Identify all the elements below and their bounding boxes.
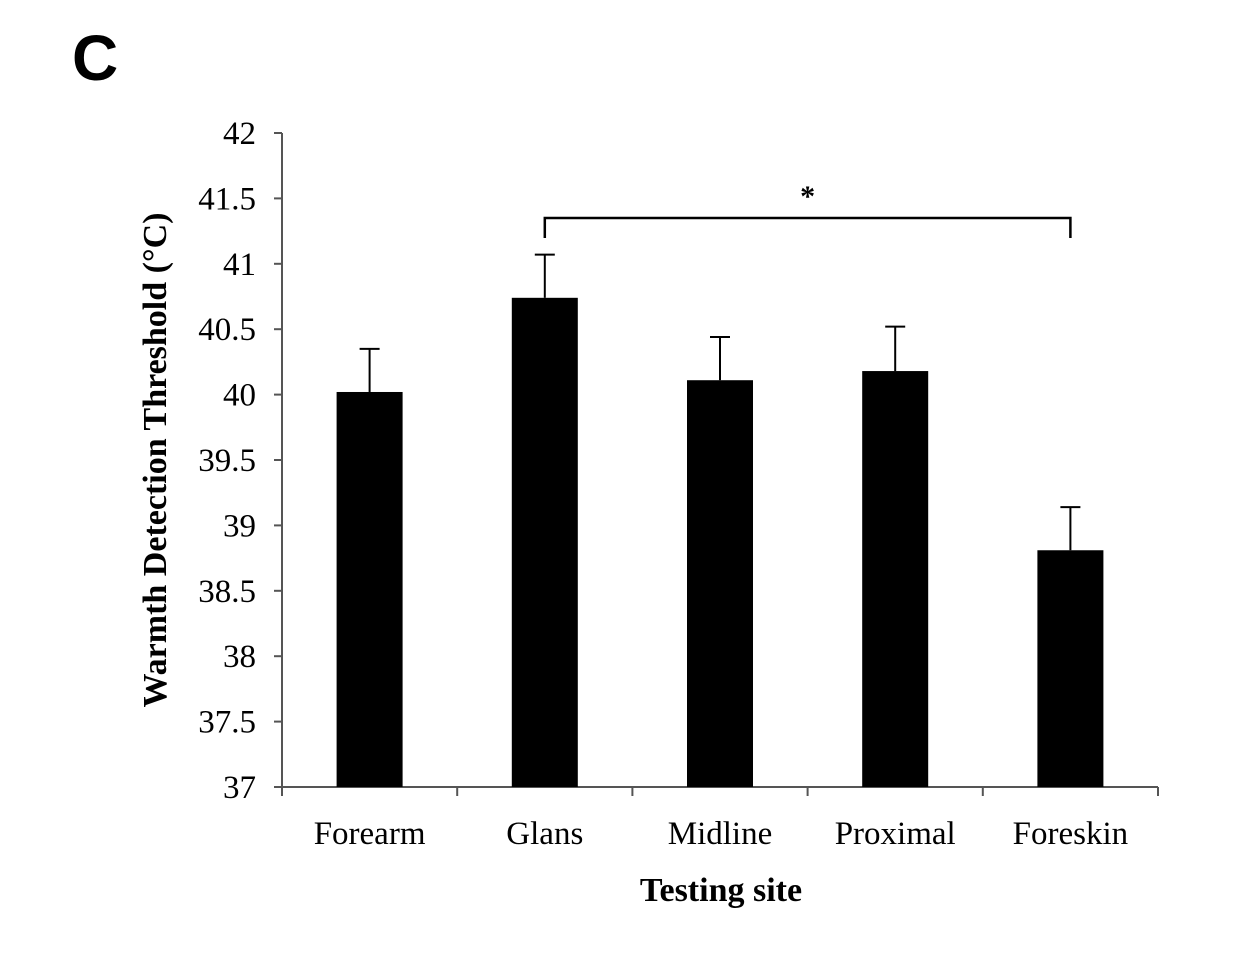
- y-tick-label: 41: [223, 247, 256, 283]
- bar-forearm: [336, 391, 403, 787]
- y-tick-label: 38.5: [198, 574, 256, 610]
- y-tick-label: 41.5: [198, 181, 256, 217]
- y-tick-label: 37.5: [198, 705, 256, 741]
- y-tick-label: 42: [223, 116, 256, 152]
- y-tick-label: 40.5: [198, 312, 256, 348]
- y-axis-title: Warmth Detection Threshold (°C): [137, 213, 174, 708]
- bar-midline: [687, 380, 753, 787]
- x-tick-label: Forearm: [314, 816, 426, 852]
- y-tick-label: 40: [223, 378, 256, 414]
- bar-glans: [511, 297, 578, 787]
- x-axis-title: Testing site: [640, 872, 802, 909]
- bar-proximal: [862, 371, 929, 787]
- bar-foreskin: [1037, 550, 1104, 787]
- significance-label: *: [800, 180, 815, 213]
- y-tick-label: 39: [223, 508, 256, 544]
- x-tick-label: Glans: [506, 816, 583, 852]
- plot-area: 37 37.5 38 38.5 39 39.5 40 40.5 41 41.5 42 Forearm G…: [198, 116, 1159, 852]
- y-tick-label: 37: [223, 770, 256, 806]
- significance-bracket: [543, 216, 1072, 239]
- y-tick-label: 38: [223, 639, 256, 675]
- x-tick-label: Foreskin: [1013, 816, 1129, 852]
- x-tick-label: Proximal: [835, 816, 956, 852]
- y-tick-label: 39.5: [198, 443, 256, 479]
- x-tick-label: Midline: [668, 816, 773, 852]
- panel-label: C: [72, 22, 118, 94]
